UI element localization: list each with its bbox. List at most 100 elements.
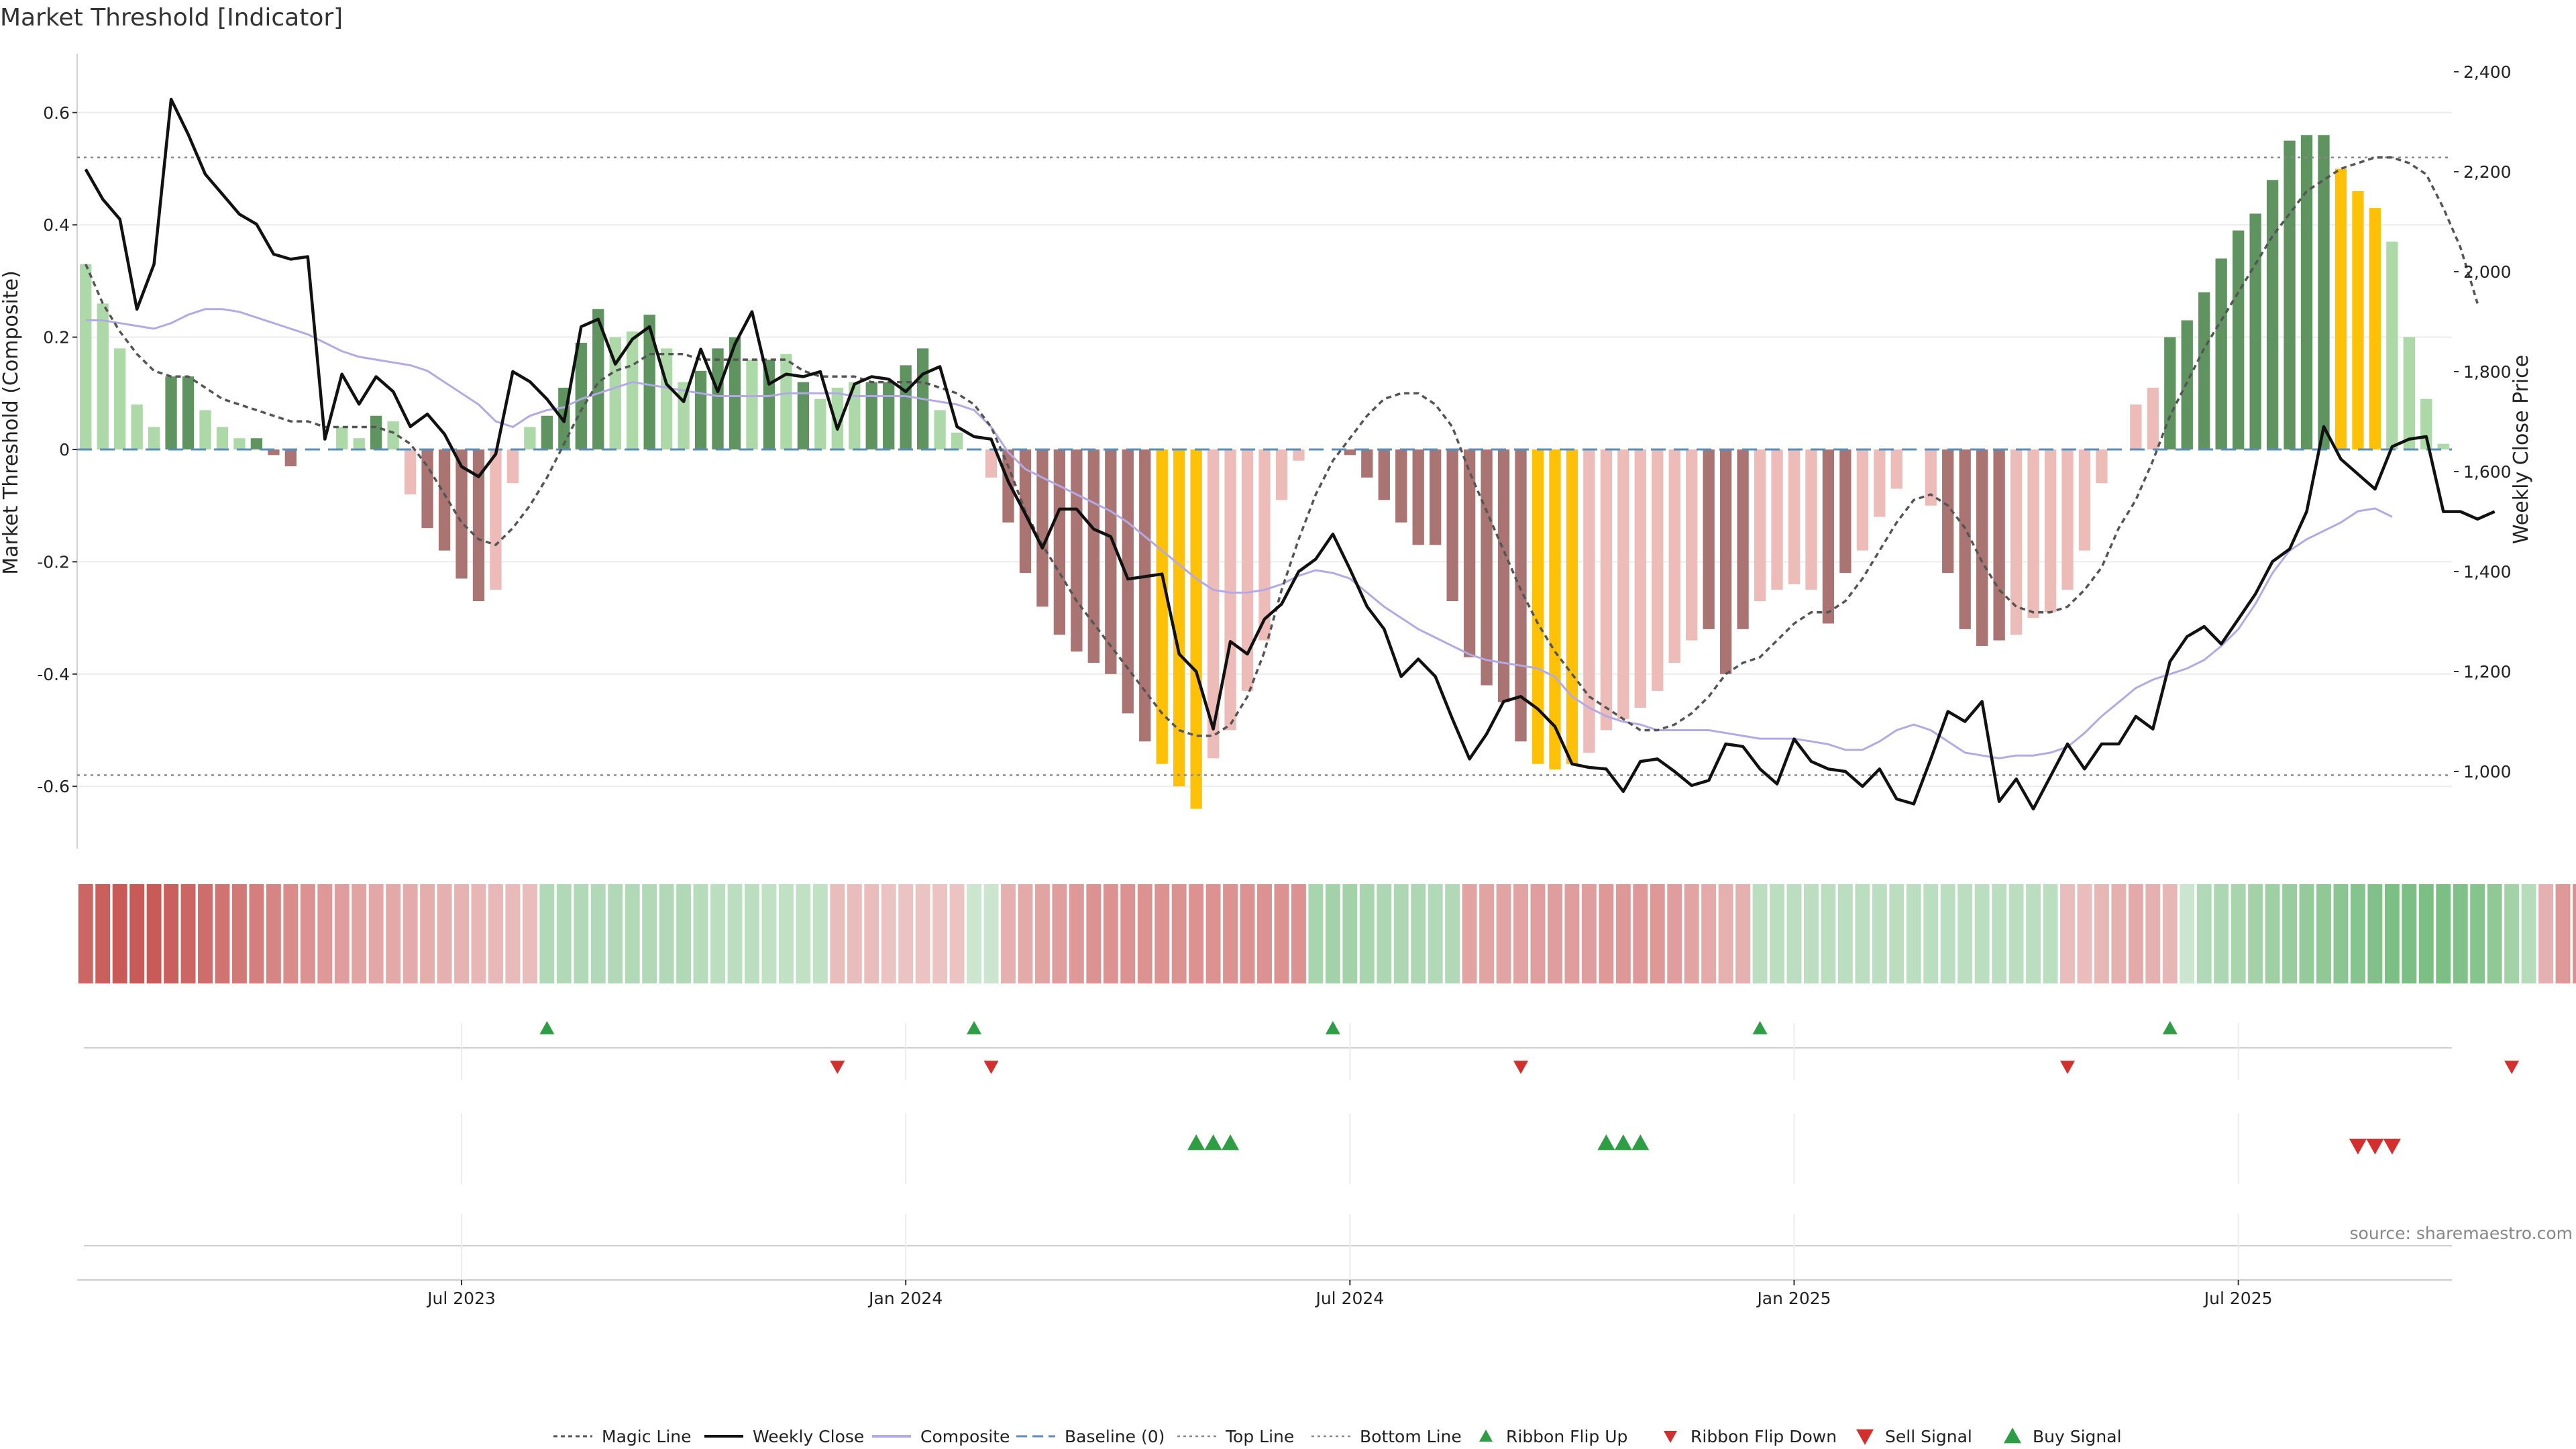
ribbon-cell: [420, 884, 435, 983]
composite-bar: [455, 449, 468, 579]
ribbon-cell: [2487, 884, 2502, 983]
ribbon-cell: [2367, 884, 2383, 983]
composite-bar: [1771, 449, 1783, 590]
ribbon-cell: [983, 884, 999, 983]
composite-bar: [1071, 449, 1083, 652]
sell-signal-marker: [2349, 1138, 2367, 1155]
composite-bar: [1446, 449, 1458, 601]
buy-signal-marker: [1597, 1134, 1615, 1150]
ribbon-cell: [881, 884, 896, 983]
composite-bar: [865, 382, 877, 449]
composite-bar: [216, 427, 229, 449]
ribbon-cell: [78, 884, 93, 983]
ribbon-cell: [1155, 884, 1170, 983]
legend-label: Composite: [920, 1427, 1010, 1446]
legend-label: Sell Signal: [1885, 1427, 1972, 1446]
composite-bar: [404, 449, 417, 494]
ribbon-cell: [2214, 884, 2229, 983]
composite-bar: [1207, 449, 1220, 759]
ribbon-cell: [215, 884, 230, 983]
ribbon-cell: [146, 884, 162, 983]
ribbon-cell: [454, 884, 469, 983]
composite-bar: [1668, 449, 1680, 663]
composite-bar: [421, 449, 433, 529]
legend-label: Weekly Close: [753, 1427, 864, 1446]
series-lines: [77, 97, 2496, 811]
ribbon-cell: [693, 884, 708, 983]
ribbon-cell: [590, 884, 606, 983]
ribbon-cell: [1564, 884, 1580, 983]
composite-bar: [1719, 449, 1732, 674]
composite-bar: [1190, 449, 1202, 809]
composite-bar: [1497, 449, 1510, 702]
composite-bar: [2334, 168, 2347, 449]
ribbon-cell: [368, 884, 384, 983]
ribbon-cell: [915, 884, 930, 983]
composite-bar: [1703, 449, 1715, 629]
ribbon-cell: [710, 884, 725, 983]
left-tick-label: -0.2: [37, 552, 70, 572]
composite-bar: [1173, 449, 1185, 787]
ribbon-cell: [129, 884, 145, 983]
ribbon-cell: [864, 884, 879, 983]
composite-bar: [2232, 230, 2245, 449]
composite-bar: [934, 410, 946, 449]
ribbon-cell: [231, 884, 247, 983]
legend-label: Ribbon Flip Up: [1506, 1427, 1627, 1446]
legend: Magic Line Weekly Close Composite Baseline …: [553, 1427, 2122, 1446]
composite-bar: [1105, 449, 1117, 674]
composite-bar: [797, 382, 810, 449]
ribbon-cell: [2521, 884, 2536, 983]
ribbon-cell: [1479, 884, 1495, 983]
composite-bar: [609, 337, 621, 449]
legend-label: Magic Line: [602, 1427, 692, 1446]
ribbon-cell: [352, 884, 367, 983]
ribbon-cell: [334, 884, 350, 983]
composite-bar: [1463, 449, 1476, 657]
ribbon-cell: [505, 884, 521, 983]
ribbon-cell: [2162, 884, 2178, 983]
ribbon-cell: [2196, 884, 2212, 983]
ribbon-cell: [1752, 884, 1768, 983]
ribbon-cell: [249, 884, 264, 983]
composite-bar: [370, 415, 382, 449]
composite-bar: [592, 309, 604, 449]
composite-bar: [1275, 449, 1288, 500]
composite-bar: [1053, 449, 1066, 635]
composite-bar: [1344, 449, 1356, 455]
ribbon-cell: [2248, 884, 2263, 983]
ribbon-cell: [2573, 884, 2576, 983]
composite-bar: [1224, 449, 1236, 731]
composite-bar: [1481, 449, 1493, 686]
ribbon-cell: [1052, 884, 1067, 983]
composite-bar: [1241, 449, 1254, 691]
ribbon-cell: [1308, 884, 1324, 983]
ribbon-cell: [727, 884, 743, 983]
composite-bar: [1959, 449, 1971, 629]
composite-bar: [506, 449, 519, 484]
ribbon-cell: [1034, 884, 1050, 983]
x-tick-label: Jan 2024: [867, 1289, 943, 1308]
composite-bar: [1822, 449, 1835, 624]
ribbon-cell: [2026, 884, 2041, 983]
legend-label: Bottom Line: [1360, 1427, 1462, 1446]
ribbon-cell: [2555, 884, 2571, 983]
ribbon-cell: [2111, 884, 2127, 983]
composite-bar: [1087, 449, 1099, 663]
composite-bar: [729, 337, 741, 449]
ribbon-cell: [2145, 884, 2161, 983]
ribbon-cell: [1325, 884, 1340, 983]
composite-bar: [1532, 449, 1544, 764]
right-tick-label: 1,000: [2463, 762, 2512, 782]
composite-bar: [1293, 449, 1305, 461]
composite-bar: [2027, 449, 2039, 619]
composite-bar: [1788, 449, 1801, 584]
ribbon-cell: [1735, 884, 1751, 983]
ribbon-cell: [2316, 884, 2331, 983]
composite-bar: [831, 387, 843, 449]
ribbon-cell: [1684, 884, 1699, 983]
left-axis: 0.6 0.4 0.2 0 -0.2 -0.4 -0.6: [37, 103, 77, 796]
ribbon-cell: [1205, 884, 1221, 983]
composite-bar: [694, 370, 707, 449]
